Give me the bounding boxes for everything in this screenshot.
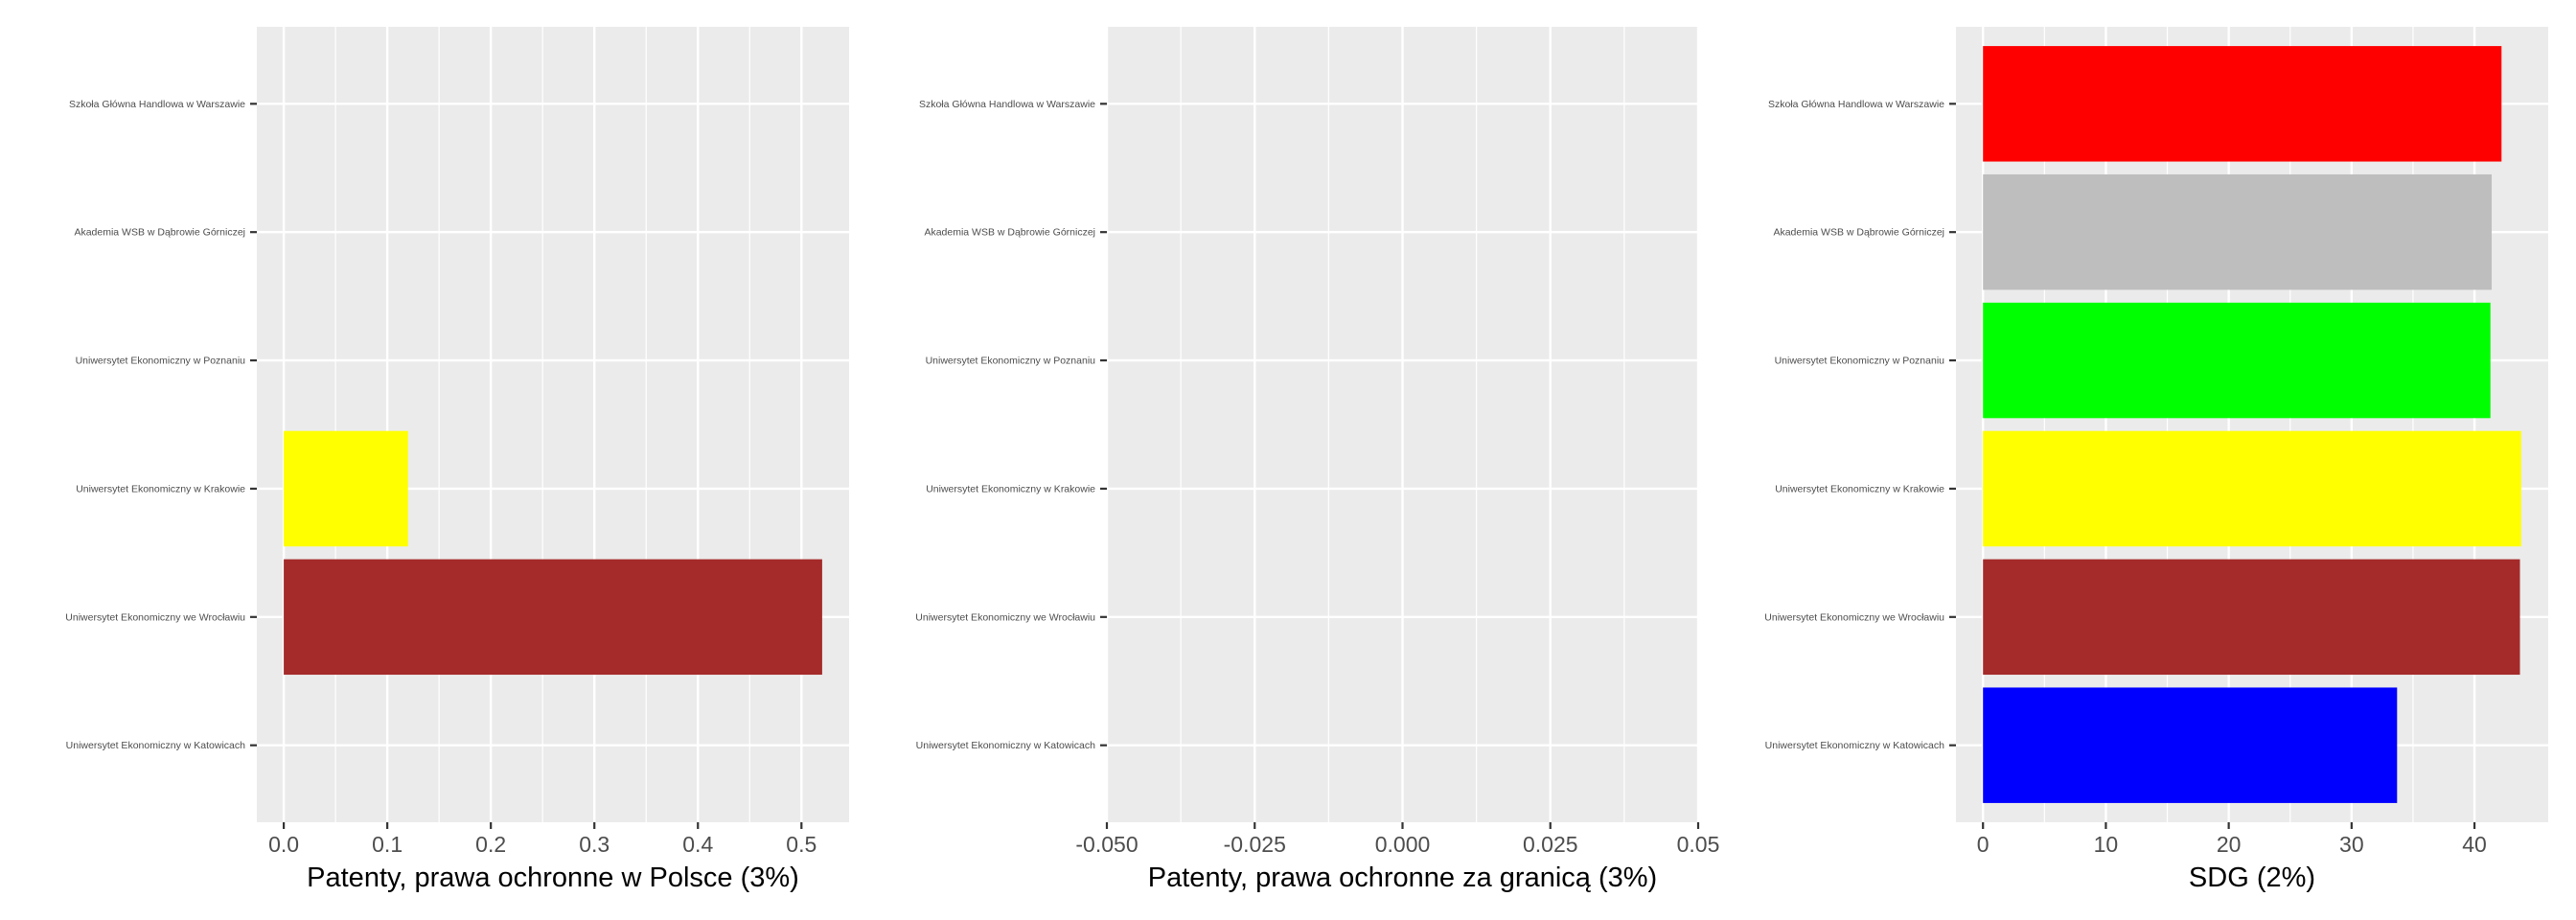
x-tick-label: 0.1 [372,832,402,857]
bar [1983,687,2398,803]
bar [1983,559,2520,676]
x-tick-label: 0.025 [1523,832,1578,857]
x-axis-title: Patenty, prawa ochronne za granicą (3%) [1148,862,1657,893]
x-tick-label: 0.2 [475,832,506,857]
x-tick-label: 0.4 [682,832,713,857]
x-tick-label: 0.05 [1677,832,1720,857]
bar [284,430,408,547]
chart-panel-2: Szkoła Główna Handlowa w Warszawie Akadem… [915,27,1719,893]
x-tick-label: 20 [2217,832,2242,857]
bar [284,559,822,676]
y-tick-label: Uniwersytet Ekonomiczny w Krakowie [926,483,1095,494]
y-tick-label: Uniwersytet Ekonomiczny w Poznaniu [1775,356,1945,367]
y-tick-label: Uniwersytet Ekonomiczny w Katowicach [1765,740,1944,751]
y-tick-label: Uniwersytet Ekonomiczny w Poznaniu [76,356,246,367]
y-tick-label: Szkoła Główna Handlowa w Warszawie [1768,99,1944,110]
x-axis-title: SDG (2%) [2189,862,2315,893]
x-tick-label: 10 [2094,832,2119,857]
y-tick-label: Akademia WSB w Dąbrowie Górniczej [74,227,245,239]
x-tick-label: -0.025 [1224,832,1286,857]
chart-panel-3: Szkoła Główna Handlowa w Warszawie Akadem… [1764,27,2548,893]
x-tick-label: 0.5 [786,832,816,857]
y-tick-label: Uniwersytet Ekonomiczny w Katowicach [66,740,245,751]
chart-panel-1: Szkoła Główna Handlowa w Warszawie Akadem… [65,27,849,893]
bar [1983,430,2521,547]
x-tick-label: 30 [2339,832,2364,857]
y-tick-label: Uniwersytet Ekonomiczny we Wrocławiu [65,611,245,623]
x-axis-title: Patenty, prawa ochronne w Polsce (3%) [307,862,799,893]
y-tick-label: Uniwersytet Ekonomiczny we Wrocławiu [915,611,1095,623]
y-tick-label: Akademia WSB w Dąbrowie Górniczej [1773,227,1944,239]
y-tick-label: Szkoła Główna Handlowa w Warszawie [919,99,1095,110]
y-tick-label: Uniwersytet Ekonomiczny w Krakowie [76,483,245,494]
bar [1983,302,2491,419]
x-tick-label: 0.000 [1375,832,1431,857]
y-tick-label: Szkoła Główna Handlowa w Warszawie [69,99,245,110]
y-tick-label: Uniwersytet Ekonomiczny w Poznaniu [926,356,1096,367]
y-tick-label: Uniwersytet Ekonomiczny w Krakowie [1775,483,1944,494]
x-tick-label: -0.050 [1075,832,1138,857]
plot-background [257,27,849,822]
x-tick-label: 40 [2462,832,2487,857]
x-tick-label: 0.0 [268,832,299,857]
y-tick-label: Uniwersytet Ekonomiczny we Wrocławiu [1764,611,1944,623]
y-tick-label: Akademia WSB w Dąbrowie Górniczej [924,227,1095,239]
y-tick-label: Uniwersytet Ekonomiczny w Katowicach [916,740,1095,751]
x-tick-label: 0 [1977,832,1990,857]
bar [1983,46,2502,162]
x-tick-label: 0.3 [579,832,610,857]
bar [1983,173,2493,290]
